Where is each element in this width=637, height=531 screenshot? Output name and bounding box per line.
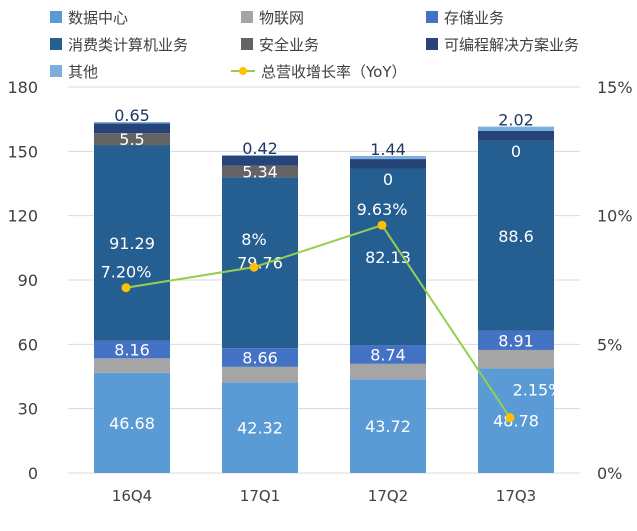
bar-segment (478, 130, 554, 141)
bar-segment (222, 155, 298, 166)
y-right-tick-label: 10% (597, 207, 633, 226)
growth-label: 9.63% (357, 200, 408, 219)
bar-segment (94, 121, 170, 124)
bar-segment (350, 159, 426, 169)
x-tick-label: 16Q4 (112, 487, 152, 505)
y-right-tick-label: 15% (597, 78, 633, 97)
legend-swatch (241, 38, 253, 50)
data-label: 5.34 (242, 162, 278, 181)
data-label: 42.32 (237, 419, 283, 438)
x-tick-label: 17Q3 (496, 487, 536, 505)
legend-label: 物联网 (259, 9, 304, 27)
data-label: 8.16 (114, 341, 150, 360)
y-left-tick-label: 90 (18, 271, 38, 290)
bar-segment (478, 368, 554, 473)
data-label: 0 (383, 170, 393, 189)
data-label: 2.02 (498, 111, 534, 130)
data-label: 79.76 (237, 254, 283, 273)
legend-label: 总营收增长率（YoY） (261, 63, 407, 81)
legend-label: 数据中心 (68, 9, 128, 27)
y-left-tick-label: 30 (18, 400, 38, 419)
growth-label: 2.15% (513, 381, 564, 400)
y-left-tick-label: 150 (7, 142, 38, 161)
data-label: 8.91 (498, 331, 534, 350)
bar-segment (94, 145, 170, 341)
data-label: 8.74 (370, 345, 406, 364)
bar-segment (350, 363, 426, 380)
data-label: 0.42 (242, 139, 278, 158)
bar-segment (478, 349, 554, 369)
y-left-tick-label: 60 (18, 335, 38, 354)
legend-label: 消费类计算机业务 (68, 36, 188, 54)
data-label: 48.78 (493, 412, 539, 431)
legend-swatch (241, 11, 253, 23)
growth-label: 7.20% (101, 263, 152, 282)
y-left-tick-label: 120 (7, 207, 38, 226)
legend-swatch (426, 38, 438, 50)
bar-segment (94, 340, 170, 359)
bar-segment (222, 348, 298, 367)
bar-segment (94, 123, 170, 134)
y-left-tick-label: 0 (28, 464, 38, 483)
legend-marker-swatch (239, 67, 247, 75)
growth-marker (377, 220, 387, 230)
data-label: 88.6 (498, 227, 534, 246)
y-right-tick-label: 0% (597, 464, 622, 483)
y-left-tick-label: 180 (7, 78, 38, 97)
legend-label: 安全业务 (259, 36, 319, 54)
bar-segment (222, 165, 298, 178)
bar-segment (478, 330, 554, 350)
growth-line (125, 224, 511, 419)
x-tick-label: 17Q2 (368, 487, 408, 505)
data-label: 91.29 (109, 234, 155, 253)
bar-segment (94, 372, 170, 473)
growth-marker (249, 262, 259, 272)
data-label: 5.5 (119, 130, 144, 149)
data-label: 0 (511, 142, 521, 161)
bar-segment (350, 155, 426, 160)
data-label: 1.44 (370, 140, 406, 159)
legend-swatch (50, 38, 62, 50)
bar-segment (222, 366, 298, 383)
bar-segment (350, 379, 426, 473)
bar-segment (478, 126, 554, 131)
legend-swatch (50, 11, 62, 23)
data-label: 0.65 (114, 106, 150, 125)
bar-segment (222, 177, 298, 349)
bar-segment (222, 382, 298, 473)
bar-segment (94, 133, 170, 146)
bar-segment (350, 168, 426, 346)
bar-segment (94, 358, 170, 373)
y-right-tick-label: 5% (597, 335, 622, 354)
bar-segment (350, 345, 426, 364)
legend-swatch (50, 65, 62, 77)
data-label: 8.66 (242, 349, 278, 368)
data-label: 46.68 (109, 414, 155, 433)
growth-label: 8% (241, 230, 266, 249)
legend-label: 可编程解决方案业务 (444, 36, 579, 54)
legend-label: 存储业务 (444, 9, 504, 27)
data-label: 43.72 (365, 417, 411, 436)
growth-marker (121, 283, 131, 293)
legend-label: 其他 (68, 63, 98, 81)
legend-swatch (426, 11, 438, 23)
x-tick-label: 17Q1 (240, 487, 280, 505)
bar-segment (222, 154, 298, 156)
growth-marker (505, 413, 515, 423)
bar-segment (478, 140, 554, 331)
